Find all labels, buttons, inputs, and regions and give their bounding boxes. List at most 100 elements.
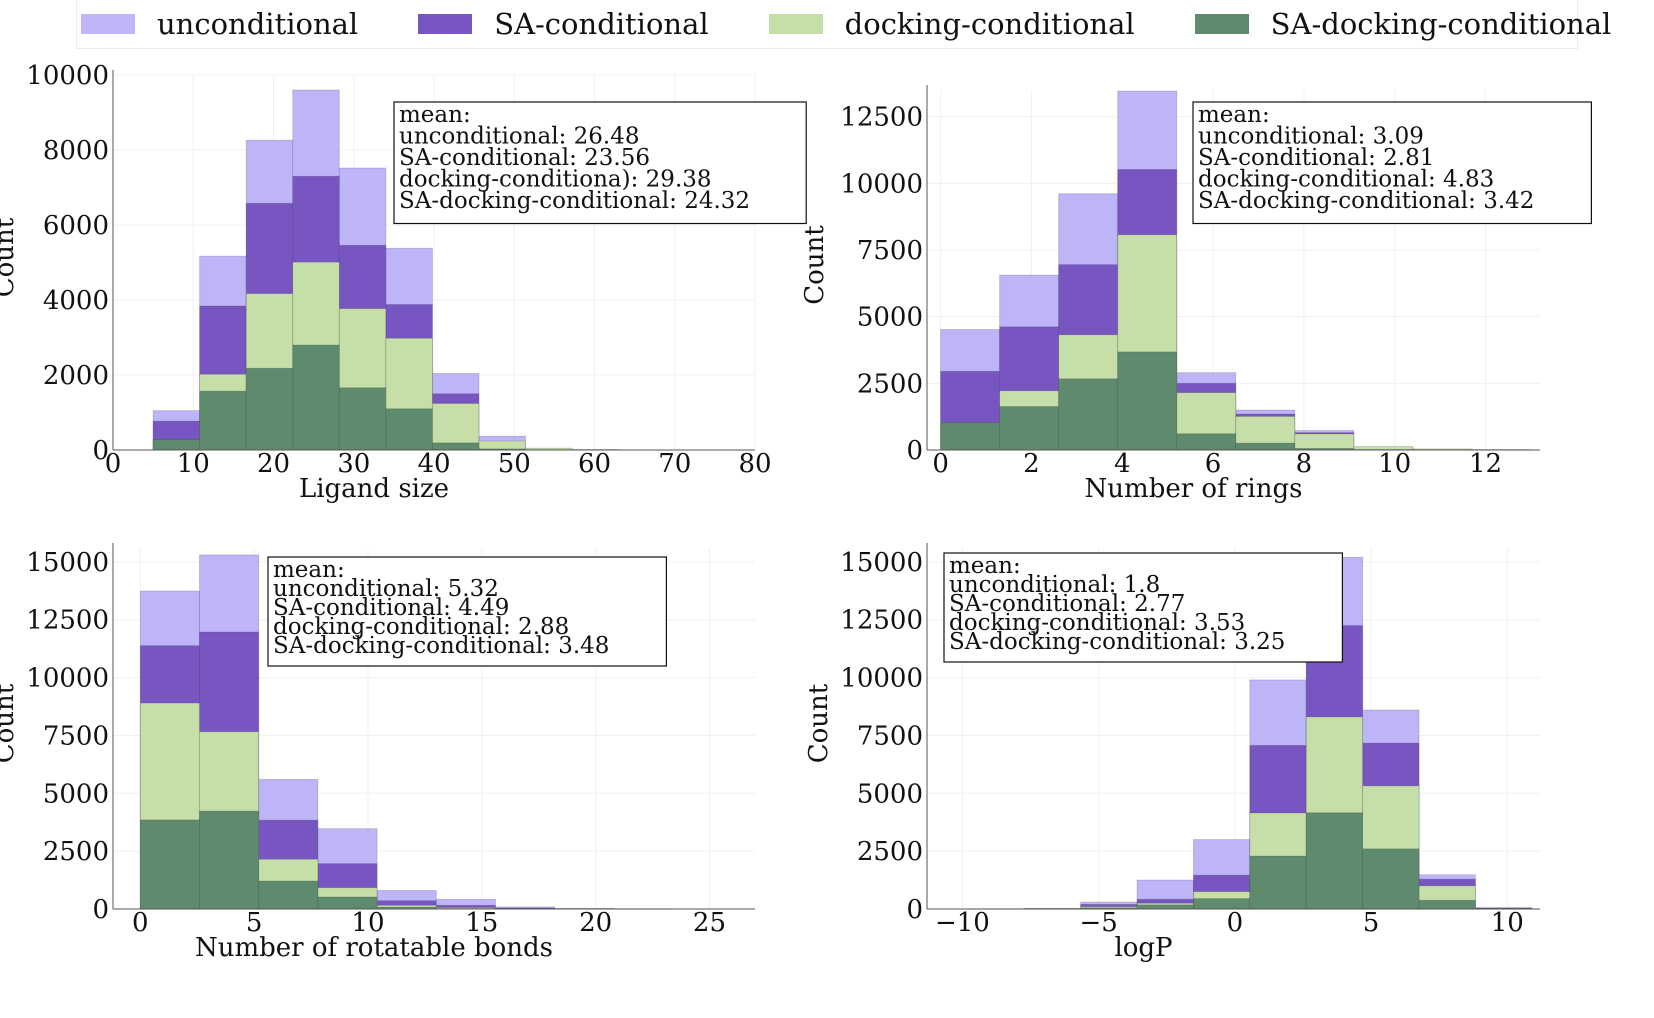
y-tick-label: 10000 [26,664,109,694]
bar-sa-docking-conditional [1249,855,1307,910]
bar-sa-docking-conditional [999,406,1060,451]
stats-box-line: SA-conditional: 4.49 [273,595,509,621]
bar-docking-conditional [1294,433,1355,451]
y-axis-label: Count [800,225,830,305]
bar-sa-docking-conditional [338,387,387,451]
legend-item-sa-conditional: SA-conditional [418,7,709,41]
x-tick-label: 2 [1023,449,1040,479]
x-tick-label: 6 [1205,449,1222,479]
x-tick-label: 30 [337,449,370,479]
bar-sa-docking-conditional [1235,442,1296,451]
stats-box-line: docking-conditional: 3.53 [949,610,1245,636]
x-axis-label: Number of rings [1085,474,1303,504]
stats-box-frame [267,556,667,667]
y-tick-label: 12500 [840,606,923,636]
x-tick-label: 10 [351,908,384,938]
y-tick-label: 10000 [840,169,923,199]
bar-sa-docking-conditional [292,344,340,451]
stats-box-line: docking-conditional: 2.88 [273,614,569,640]
stats-box-line: unconditional: 26.48 [399,124,639,150]
stats-box: mean:unconditional: 5.32SA-conditional: … [267,556,667,667]
y-tick-label: 15000 [26,548,109,578]
y-axis-label: Count [0,683,20,763]
stats-box-frame [943,552,1343,663]
x-tick-label: 0 [105,449,122,479]
x-tick-label: 10 [1378,449,1411,479]
legend-label-sa-docking-conditional: SA-docking-conditional [1270,7,1612,41]
stats-box-line: unconditional: 3.09 [1198,124,1424,150]
stats-box-line: SA-conditional: 23.56 [399,145,650,171]
x-tick-label: 40 [417,449,450,479]
legend-swatch-docking-conditional [768,14,823,34]
y-tick-label: 5000 [43,779,109,809]
y-tick-label: 7500 [43,721,109,751]
x-tick-label: 12 [1469,449,1502,479]
y-tick-label: 7500 [857,236,923,266]
x-tick-label: 70 [658,449,691,479]
chart-panel-4: 0 2500 5000 7500 10000 12500 15000 −10 −5 0 5 10 log… [804,543,1540,963]
x-tick-label: 10 [1491,908,1524,938]
legend-swatch-sa-conditional [418,14,473,34]
chart-panel-1: 0 2000 4000 6000 8000 10000 0 10 20 30 40 50 60 70 80 L… [0,61,807,504]
legend: unconditional SA-conditional docking-con… [76,0,1611,49]
x-tick-label: −5 [1079,908,1117,938]
stats-box-line: docking-conditional: 4.83 [1198,167,1494,193]
stats-box: mean:unconditional: 1.8SA-conditional: 2… [943,552,1343,663]
y-tick-label: 0 [906,436,923,466]
x-tick-label: 60 [578,449,611,479]
y-axis-label: Count [804,683,834,763]
y-tick-label: 0 [92,895,109,925]
bar-sa-docking-conditional [1418,899,1476,910]
x-axis-label: Ligand size [299,474,449,504]
x-tick-label: 20 [579,908,612,938]
y-tick-label: 2500 [857,837,923,867]
stats-box-line: SA-docking-conditional: 24.32 [399,188,750,214]
y-tick-label: 8000 [43,136,109,166]
stats-box-line: SA-docking-conditional: 3.42 [1198,188,1534,214]
y-tick-label: 7500 [857,721,923,751]
stats-box-line: unconditional: 5.32 [273,576,499,602]
x-tick-label: 20 [257,449,290,479]
stats-box-line: SA-docking-conditional: 3.25 [949,629,1285,655]
bar-sa-docking-conditional [199,810,260,910]
stats-box: mean:unconditional: 26.48SA-conditional:… [393,101,807,225]
y-tick-label: 4000 [43,286,109,316]
bar-sa-docking-conditional [1176,433,1237,451]
stats-box-line: mean: [273,557,345,583]
bar-sa-docking-conditional [1305,812,1364,910]
x-tick-label: 8 [1296,449,1313,479]
legend-swatch-sa-docking-conditional [1194,14,1249,34]
y-tick-label: 2000 [43,361,109,391]
y-tick-label: 12500 [840,103,923,133]
chart-panel-2: 0 2500 5000 7500 10000 12500 0 2 4 6 8 10 12 Number o… [800,85,1592,504]
legend-item-sa-docking-conditional: SA-docking-conditional [1194,7,1612,41]
y-tick-label: 0 [906,895,923,925]
x-tick-label: −10 [935,908,990,938]
bar-sa-docking-conditional [1058,378,1119,451]
bar-sa-docking-conditional [139,819,200,910]
bar-docking-conditional [431,403,480,451]
x-tick-label: 80 [738,449,771,479]
stats-box-line: mean: [399,102,471,128]
y-tick-label: 5000 [857,779,923,809]
stats-box-frame [393,101,807,225]
legend-label-unconditional: unconditional [157,7,359,41]
y-tick-label: 6000 [43,211,109,241]
stats-box-line: mean: [1198,102,1270,128]
y-tick-label: 10000 [26,61,109,91]
x-tick-label: 0 [1227,908,1244,938]
stats-box-line: docking-conditiona): 29.38 [399,167,712,193]
x-tick-label: 0 [132,908,149,938]
y-tick-label: 10000 [840,664,923,694]
bar-sa-docking-conditional [1117,351,1178,451]
x-tick-label: 5 [1363,908,1380,938]
stats-box-line: unconditional: 1.8 [949,572,1160,598]
bar-sa-docking-conditional [199,390,247,451]
x-tick-label: 0 [932,449,949,479]
x-tick-label: 25 [693,908,726,938]
chart-panel-3: 0 2500 5000 7500 10000 12500 15000 0 5 10 15 20 25 Nu… [0,543,755,963]
bar-sa-docking-conditional [940,422,1001,451]
x-tick-label: 50 [498,449,531,479]
stats-box-line: mean: [949,553,1021,579]
